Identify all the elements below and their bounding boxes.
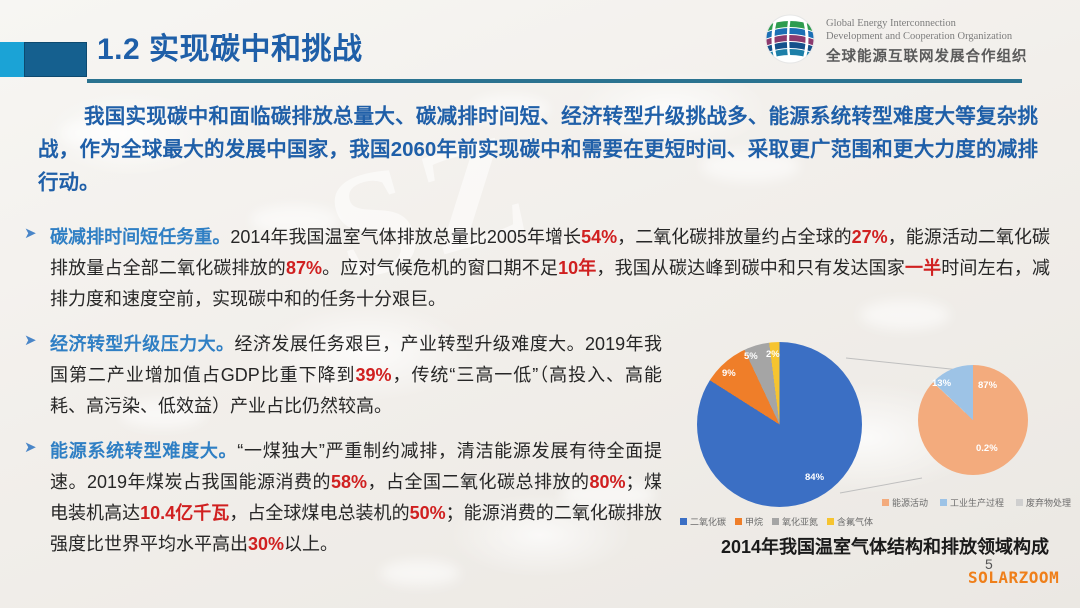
list-item: ➤ 能源系统转型难度大。“一煤独大”严重制约减排，清洁能源发展有待全面提速。20… (22, 436, 662, 560)
page-title: 1.2 实现碳中和挑战 (97, 33, 363, 66)
highlight-value: 87% (285, 258, 322, 278)
bullet-text: 碳减排时间短任务重。2014年我国温室气体排放总量比2005年增长54%，二氧化… (50, 222, 1050, 315)
bullet-segment: ；能源消费的二氧化碳排放强度比世界平均水平高出 (50, 503, 662, 554)
highlight-value: 50% (409, 503, 446, 523)
highlight-value: 27% (851, 227, 888, 247)
legend-greenhouse-gas: 二氧化碳 甲烷 氧化亚氮 含氟气体 (680, 515, 873, 528)
highlight-value: 10.4亿千瓦 (140, 503, 230, 523)
legend-swatch (827, 518, 835, 525)
highlight-value: 10年 (558, 258, 597, 278)
bullet-segment: ，传统“三高一低”（高投入、高能耗、高污染、低效益）产业占比仍然较高。 (50, 365, 662, 416)
bullet-segment: 以上。 (284, 534, 339, 554)
legend-emission-sector: 能源活动 工业生产过程 废弃物处理 (882, 496, 1071, 509)
logo-text-cn: 全球能源互联网发展合作组织 (826, 49, 1028, 66)
legend-label: 二氧化碳 (690, 517, 727, 527)
list-item: ➤ 碳减排时间短任务重。2014年我国温室气体排放总量比2005年增长54%，二… (22, 222, 1050, 315)
bullet-lead: 碳减排时间短任务重。 (50, 227, 231, 247)
bullet-segment: ；煤电装机高达 (50, 472, 663, 523)
bullet-segment: ，占全国二氧化碳总排放的 (367, 472, 590, 492)
legend-swatch (735, 518, 743, 525)
pie-label-industry: 13% (932, 378, 952, 389)
pie-connector-lines (839, 357, 961, 494)
legend-label: 氧化亚氮 (782, 517, 819, 527)
intro-paragraph: 我国实现碳中和面临碳排放总量大、碳减排时间短、经济转型升级挑战多、能源系统转型难… (38, 105, 1038, 194)
bullet-segment: ，占全球煤电总装机的 (229, 503, 410, 523)
pie-label-ch4: 9% (722, 368, 736, 379)
header-accent-square-dark (24, 42, 87, 77)
highlight-value: 30% (248, 534, 285, 554)
bullet-text: 能源系统转型难度大。“一煤独大”严重制约减排，清洁能源发展有待全面提速。2019… (50, 436, 662, 560)
pie-label-fgas: 2% (766, 349, 780, 360)
page-number: 5 (985, 556, 993, 572)
highlight-value: 39% (355, 365, 392, 385)
arrow-bullet-icon: ➤ (24, 332, 37, 349)
logo-text-en-line2: Development and Cooperation Organization (826, 31, 1013, 42)
globe-icon (763, 12, 817, 71)
bullet-segment: ，二氧化碳排放量约占全球的 (617, 227, 852, 247)
legend-item: 废弃物处理 (1016, 496, 1071, 509)
title-underline (87, 79, 1022, 83)
pie-chart-greenhouse-gas (697, 342, 862, 507)
pie-chart-emission-sector (918, 365, 1028, 475)
highlight-value: 58% (331, 472, 368, 492)
bullet-segment: ，我国从碳达峰到碳中和只有发达国家 (596, 258, 905, 278)
bullet-lead: 能源系统转型难度大。 (50, 441, 238, 461)
arrow-bullet-icon: ➤ (24, 225, 37, 242)
legend-swatch (772, 518, 780, 525)
pie-label-co2: 84% (805, 472, 825, 483)
legend-label: 废弃物处理 (1026, 498, 1072, 508)
legend-item: 氧化亚氮 (772, 515, 818, 528)
legend-label: 能源活动 (892, 498, 929, 508)
pie-label-waste: 0.2% (976, 443, 998, 454)
bullet-segment: “一煤独大”严重制约减排，清洁能源发展有待全面提速。2019年煤炭占我国能源消费… (50, 441, 662, 492)
logo-text-block: Global Energy Interconnection Developmen… (826, 17, 1028, 66)
bullet-segment: ，能源活动二氧化碳排放量占全部二氧化碳排放的 (50, 227, 1051, 278)
legend-item: 工业生产过程 (940, 496, 1004, 509)
legend-swatch (882, 499, 889, 506)
highlight-value: 80% (589, 472, 626, 492)
highlight-value: 54% (581, 227, 618, 247)
solarzoom-watermark: SOLARZOOM (968, 568, 1060, 587)
legend-label: 工业生产过程 (950, 498, 1005, 508)
pie-label-n2o: 5% (744, 351, 758, 362)
bullet-segment: 时间左右，减排力度和速度空前，实现碳中和的任务十分艰巨。 (50, 258, 1051, 309)
logo-text-en-line1: Global Energy Interconnection (826, 17, 956, 29)
bullet-lead: 经济转型升级压力大。 (50, 334, 235, 354)
legend-item: 甲烷 (735, 515, 763, 528)
bullet-segment: 。应对气候危机的窗口期不足 (321, 258, 559, 278)
legend-label: 含氟气体 (837, 517, 874, 527)
list-item: ➤ 经济转型升级压力大。经济发展任务艰巨，产业转型升级难度大。2019年我国第二… (22, 329, 662, 422)
legend-swatch (940, 499, 948, 506)
chart-caption: 2014年我国温室气体结构和排放领域构成 (720, 537, 1050, 557)
organization-logo: Global Energy Interconnection Developmen… (763, 12, 1028, 71)
legend-item: 能源活动 (882, 496, 928, 509)
arrow-bullet-icon: ➤ (24, 439, 37, 456)
bullet-list: ➤ 碳减排时间短任务重。2014年我国温室气体排放总量比2005年增长54%，二… (22, 222, 1058, 574)
legend-label: 甲烷 (745, 517, 764, 527)
bullet-segment: 2014年我国温室气体排放总量比2005年增长 (230, 227, 582, 247)
bullet-text: 经济转型升级压力大。经济发展任务艰巨，产业转型升级难度大。2019年我国第二产业… (50, 329, 662, 422)
bullet-segment: 经济发展任务艰巨，产业转型升级难度大。2019年我国第二产业增加值占GDP比重下… (50, 334, 662, 385)
pie-label-energy: 87% (978, 380, 998, 391)
highlight-value: 一半 (904, 258, 942, 278)
legend-item: 含氟气体 (827, 515, 873, 528)
legend-item: 二氧化碳 (680, 515, 726, 528)
legend-swatch (1016, 499, 1024, 506)
legend-swatch (680, 518, 687, 525)
chart-block: 84% 9% 5% 2% 二氧化碳 甲烷 氧化亚氮 含氟气体 87% (660, 330, 1080, 570)
